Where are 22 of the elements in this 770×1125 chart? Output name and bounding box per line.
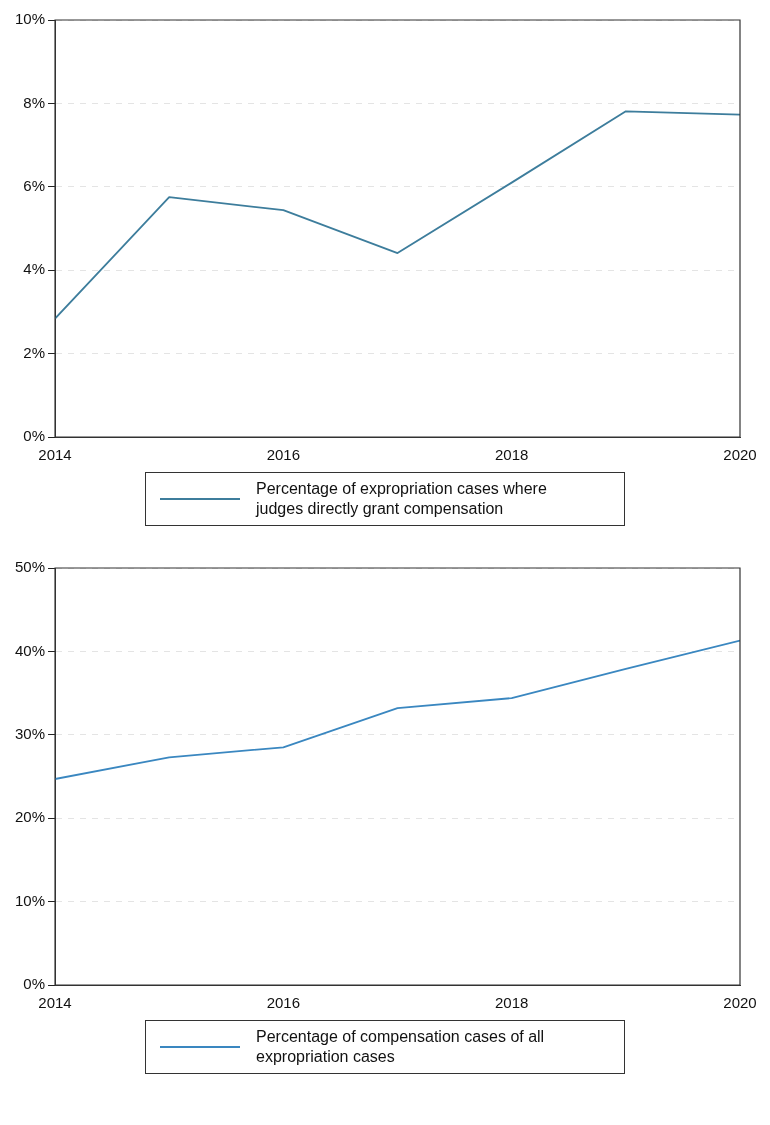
y-tick-label: 8% (23, 93, 46, 111)
y-tick-label: 0% (23, 975, 46, 993)
y-tick-label: 6% (23, 176, 46, 194)
x-tick-label: 2016 (266, 994, 301, 1012)
y-tick-label: 0% (23, 427, 46, 445)
y-tick-label: 10% (14, 891, 46, 909)
y-tick-label: 30% (14, 724, 46, 742)
y-tick-label: 4% (23, 260, 46, 278)
y-tick-label: 2% (23, 343, 46, 361)
legend-label: Percentage of expropriation cases where judges directly grant compensation (256, 479, 548, 519)
y-tick-label: 10% (14, 10, 46, 28)
legend-label: Percentage of compensation cases of all expropriation cases (256, 1027, 546, 1067)
y-tick-label: 40% (14, 641, 46, 659)
x-tick-label: 2020 (723, 994, 757, 1012)
x-tick-label: 2018 (494, 446, 529, 464)
x-tick-label: 2014 (38, 446, 72, 464)
y-tick-label: 50% (14, 558, 46, 576)
x-tick-label: 2016 (266, 446, 301, 464)
y-tick-label: 20% (14, 808, 46, 826)
x-tick-label: 2020 (723, 446, 757, 464)
x-tick-label: 2018 (494, 994, 529, 1012)
x-tick-label: 2014 (38, 994, 72, 1012)
